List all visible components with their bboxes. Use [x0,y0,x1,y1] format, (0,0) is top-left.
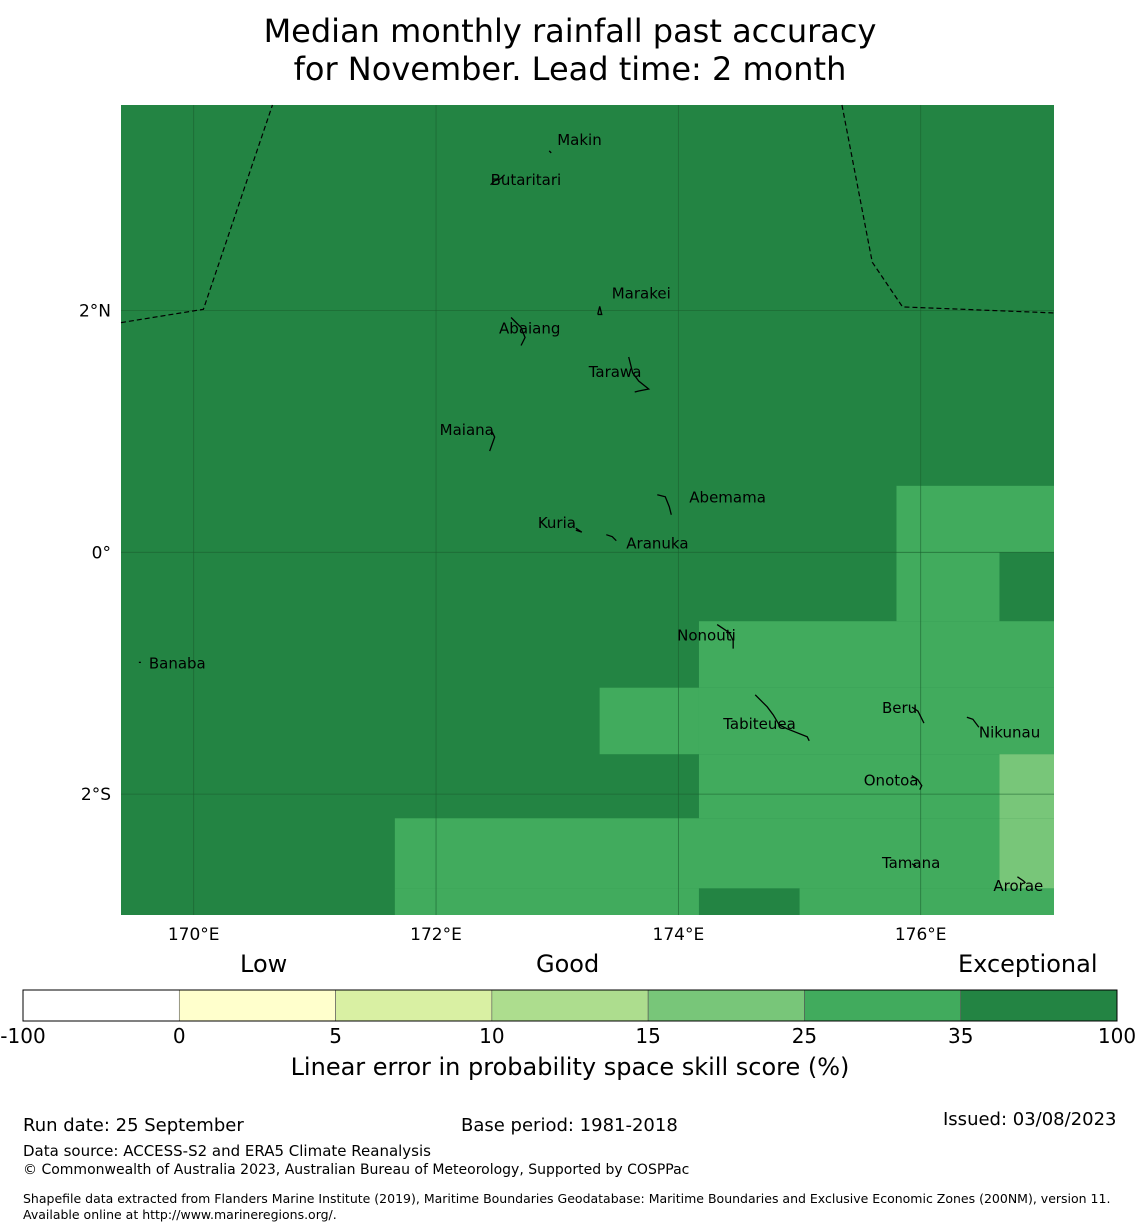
island-label: Banaba [149,654,206,672]
colorbar-segment [960,989,1118,1022]
island-label: Tabiteuea [722,715,796,733]
skill-cell-exceptional [698,888,800,915]
colorbar-segment [335,989,493,1022]
skill-cell-good_high [698,687,1054,755]
colorbar-tick-label: 10 [479,1024,505,1048]
skill-cell-good_high [698,754,1000,819]
x-tick-label: 172°E [410,925,462,945]
eez-boundary [120,104,274,324]
colorbar-tick-label: 35 [947,1024,974,1048]
island-outline [911,863,917,867]
x-tick-label: 174°E [653,925,705,945]
colorbar-frame [22,989,1118,1022]
category-good-label: Good [536,950,600,978]
x-tick-label: 170°E [168,925,220,945]
issued-date: Issued: 03/08/2023 [943,1109,1117,1130]
skill-map: Makin Butaritari Marakei Abaiang Tarawa Maian… [79,104,1055,945]
category-exceptional-label: Exceptional [958,950,1098,978]
skill-cell-good_high [394,888,699,915]
map-title-line1: Median monthly rainfall past accuracy [263,12,877,50]
island-outline [657,494,672,515]
island-label: Maiana [440,421,494,439]
colorbar-tick-label: 0 [172,1024,186,1048]
island-outline [754,694,810,742]
skill-cell-good_high [799,888,1054,915]
copyright: © Commonwealth of Australia 2023, Austra… [23,1162,690,1178]
island-label: Onotoa [864,772,919,790]
island-label: Butaritari [491,171,562,189]
island-outline [911,706,925,724]
skill-cell-good_high [599,687,699,755]
island-label: Tarawa [588,363,642,381]
colorbar-segment [804,989,962,1022]
eez-boundary [841,104,1055,314]
island-outline [597,306,603,316]
run-date: Run date: 25 September [23,1115,244,1136]
y-tick-label: 2°S [81,785,111,805]
y-tick-label: 0° [92,543,111,563]
island-outline [510,317,526,346]
island-outline [548,150,552,154]
island-outline [490,174,506,186]
skill-cell-good_low [999,818,1054,889]
skill-cell-good_high [896,552,1000,622]
skill-cell-good_low [999,754,1054,819]
island-label: Makin [557,131,602,149]
island-label: Marakei [612,284,671,302]
base-period: Base period: 1981-2018 [461,1115,678,1136]
island-label: Nikunau [979,723,1040,741]
colorbar-tick-label: 5 [329,1024,342,1048]
y-tick-label: 2°N [79,302,111,322]
colorbar-segment [491,989,649,1022]
island-outline [966,716,980,728]
island-label: Aranuka [626,535,688,553]
category-low-label: Low [240,950,288,978]
island-outline [628,356,651,393]
map-title-line2: for November. Lead time: 2 month [293,50,847,88]
island-label: Abemama [689,489,766,507]
data-source: Data source: ACCESS-S2 and ERA5 Climate … [23,1142,431,1160]
colorbar-tick-label: 100 [1097,1024,1137,1048]
island-outline [575,527,583,533]
shapefile-credit: Shapefile data extracted from Flanders M… [23,1191,1111,1222]
island-outline [606,534,617,542]
colorbar-segment [647,989,805,1022]
island-outline [1017,876,1026,884]
island-outline [716,624,734,649]
skill-cell-good_high [896,485,1054,553]
colorbar-tick-label: 15 [635,1024,661,1048]
colorbar-segment [22,989,180,1022]
island-label: Beru [882,699,917,717]
colorbar-label: Linear error in probability space skill … [290,1053,850,1081]
x-tick-label: 176°E [895,925,947,945]
colorbar-segment [178,989,336,1022]
island-label: Arorae [993,877,1043,895]
colorbar-tick-label: -100 [0,1024,46,1048]
island-label: Nonouti [677,627,736,645]
colorbar-tick-label: 25 [791,1024,818,1048]
island-label: Kuria [538,514,576,532]
island-outline [911,775,923,790]
skill-cell-good_high [394,818,1000,889]
island-label: Tamana [881,854,940,872]
island-outline [489,430,496,452]
colorbar [22,989,1118,1022]
island-label: Abaiang [499,319,560,337]
skill-cell-good_high [698,621,1054,688]
